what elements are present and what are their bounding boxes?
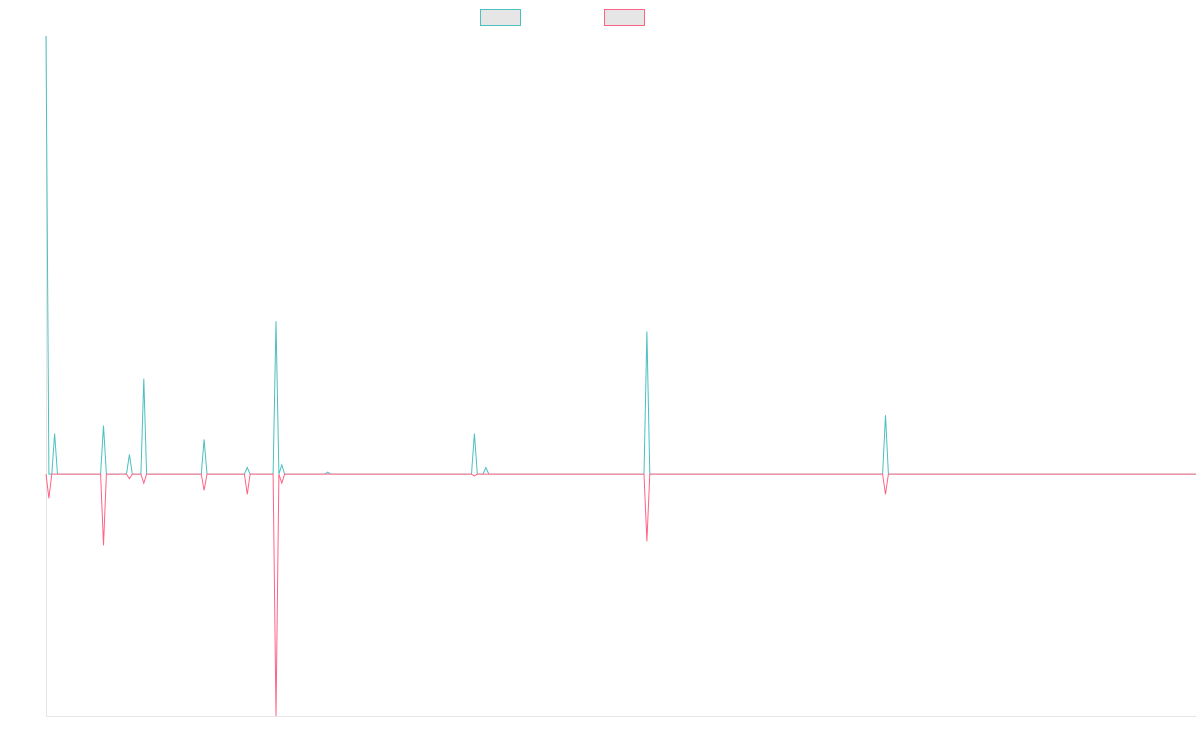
legend-swatch-series-1[interactable] xyxy=(480,9,521,26)
series-line-2 xyxy=(45,473,1196,717)
series-line-1 xyxy=(45,35,1196,475)
legend[interactable] xyxy=(480,9,645,26)
series-layer xyxy=(45,35,1196,717)
legend-swatch-series-2[interactable] xyxy=(604,9,645,26)
axes xyxy=(46,36,1196,717)
